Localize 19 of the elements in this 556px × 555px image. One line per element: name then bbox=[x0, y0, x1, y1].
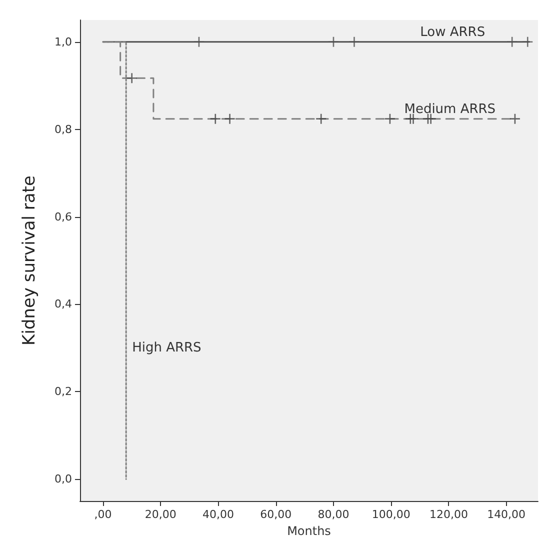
series-label: High ARRS bbox=[132, 340, 202, 356]
x-tick-label: 40,00 bbox=[202, 508, 234, 521]
x-tick-label: ,00 bbox=[94, 508, 112, 521]
series-label: Medium ARRS bbox=[404, 102, 496, 117]
x-axis-title: Months bbox=[287, 524, 331, 538]
x-tick-label: 20,00 bbox=[144, 508, 176, 521]
x-tick-label: 100,00 bbox=[372, 508, 410, 521]
y-tick-label: 0,4 bbox=[54, 298, 72, 311]
y-tick-label: 0,2 bbox=[54, 385, 72, 398]
x-tick-label: 120,00 bbox=[429, 508, 468, 521]
y-tick-label: 0,0 bbox=[54, 472, 72, 486]
y-tick-label: 0,8 bbox=[54, 122, 72, 136]
x-tick-label: 140,00 bbox=[487, 508, 526, 521]
x-tick-label: 60,00 bbox=[260, 508, 292, 521]
y-tick-label: 1,0 bbox=[54, 35, 72, 48]
y-axis-title: Kidney survival rate bbox=[20, 176, 40, 346]
x-tick-label: 80,00 bbox=[318, 508, 350, 521]
y-tick-label: 0,6 bbox=[54, 210, 72, 224]
series-label: Low ARRS bbox=[420, 24, 486, 40]
